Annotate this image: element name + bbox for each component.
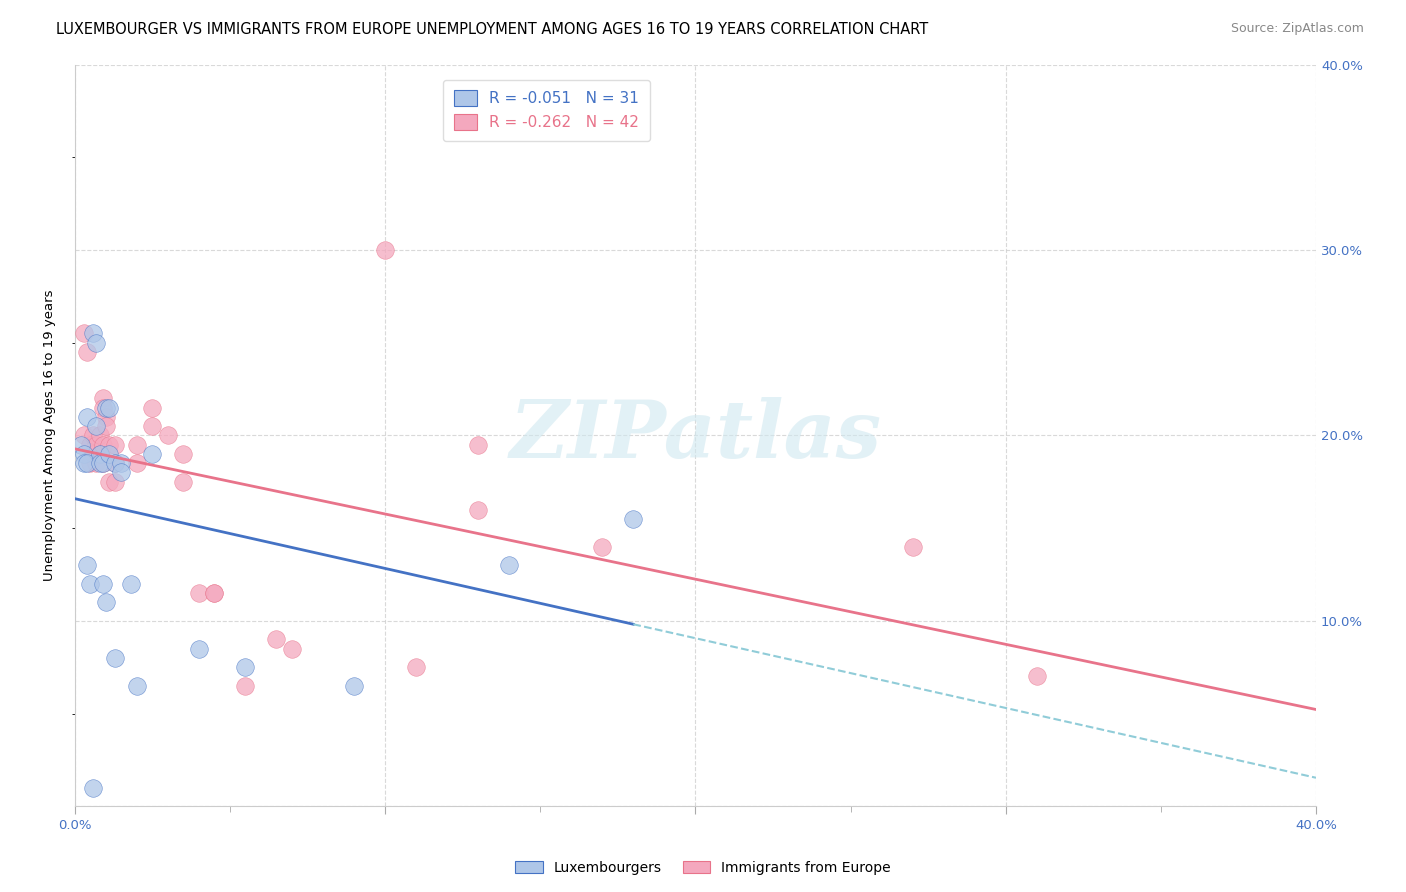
Point <box>1025 669 1047 683</box>
Point <box>104 456 127 470</box>
Point <box>91 456 114 470</box>
Point <box>89 447 111 461</box>
Point <box>97 438 120 452</box>
Point <box>110 456 132 470</box>
Point <box>76 409 98 424</box>
Point <box>89 447 111 461</box>
Point <box>104 651 127 665</box>
Point <box>125 679 148 693</box>
Point <box>187 586 209 600</box>
Point <box>94 409 117 424</box>
Point <box>374 243 396 257</box>
Point <box>73 456 96 470</box>
Point <box>125 456 148 470</box>
Point <box>94 595 117 609</box>
Point <box>120 576 142 591</box>
Point <box>86 456 108 470</box>
Point <box>70 438 93 452</box>
Point <box>235 660 257 674</box>
Point <box>467 438 489 452</box>
Point <box>125 438 148 452</box>
Point <box>82 326 104 341</box>
Legend: R = -0.051   N = 31, R = -0.262   N = 42: R = -0.051 N = 31, R = -0.262 N = 42 <box>443 79 650 141</box>
Point <box>97 447 120 461</box>
Point <box>467 502 489 516</box>
Point <box>91 401 114 415</box>
Point <box>901 540 924 554</box>
Point <box>91 438 114 452</box>
Point <box>73 447 96 461</box>
Point <box>94 401 117 415</box>
Point <box>141 401 163 415</box>
Point <box>405 660 427 674</box>
Point <box>104 475 127 489</box>
Legend: Luxembourgers, Immigrants from Europe: Luxembourgers, Immigrants from Europe <box>509 855 897 880</box>
Point <box>86 335 108 350</box>
Point <box>89 428 111 442</box>
Point <box>97 475 120 489</box>
Point <box>76 456 98 470</box>
Point <box>91 576 114 591</box>
Point <box>73 428 96 442</box>
Point <box>82 780 104 795</box>
Point <box>591 540 613 554</box>
Point <box>343 679 366 693</box>
Point <box>76 558 98 573</box>
Point <box>94 419 117 434</box>
Y-axis label: Unemployment Among Ages 16 to 19 years: Unemployment Among Ages 16 to 19 years <box>44 290 56 582</box>
Point <box>104 438 127 452</box>
Point <box>141 419 163 434</box>
Point <box>82 447 104 461</box>
Point <box>86 419 108 434</box>
Point <box>91 456 114 470</box>
Point <box>89 456 111 470</box>
Point <box>82 428 104 442</box>
Point <box>235 679 257 693</box>
Point <box>79 456 101 470</box>
Point <box>202 586 225 600</box>
Point <box>141 447 163 461</box>
Point <box>79 576 101 591</box>
Point <box>104 456 127 470</box>
Text: ZIPatlas: ZIPatlas <box>509 397 882 475</box>
Point <box>187 641 209 656</box>
Point <box>97 401 120 415</box>
Point <box>86 438 108 452</box>
Point <box>202 586 225 600</box>
Point <box>172 447 194 461</box>
Point <box>172 475 194 489</box>
Point <box>79 438 101 452</box>
Point <box>110 466 132 480</box>
Point <box>91 392 114 406</box>
Point <box>621 512 644 526</box>
Point <box>73 326 96 341</box>
Point <box>281 641 304 656</box>
Point <box>156 428 179 442</box>
Point <box>266 632 288 647</box>
Point <box>498 558 520 573</box>
Text: Source: ZipAtlas.com: Source: ZipAtlas.com <box>1230 22 1364 36</box>
Point <box>76 345 98 359</box>
Text: LUXEMBOURGER VS IMMIGRANTS FROM EUROPE UNEMPLOYMENT AMONG AGES 16 TO 19 YEARS CO: LUXEMBOURGER VS IMMIGRANTS FROM EUROPE U… <box>56 22 928 37</box>
